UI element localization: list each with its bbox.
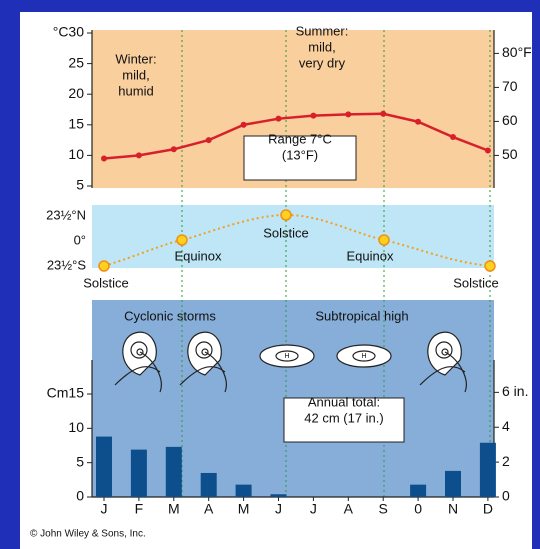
bar xyxy=(445,471,461,497)
temperature-point xyxy=(136,152,142,158)
y2-tick-label: 80°F xyxy=(502,44,532,60)
sun-label: Solstice xyxy=(83,275,129,290)
temperature-point xyxy=(276,116,282,122)
bar xyxy=(131,450,147,497)
chart: 23½°N 0° 23½°S Solstice Equinox Solstice… xyxy=(0,0,540,549)
x-tick-label: S xyxy=(379,501,388,517)
x-tick-label: M xyxy=(238,501,250,517)
temperature-point xyxy=(380,111,386,117)
page: {"chart_data": [ {"type": "line", "color… xyxy=(0,0,540,549)
bar xyxy=(96,437,112,497)
latitude-label: 23½°N xyxy=(46,207,86,222)
temperature-point xyxy=(101,155,107,161)
y2-tick-label: 2 xyxy=(502,453,510,469)
high-marker: H xyxy=(361,353,366,360)
zone-label: Cyclonic storms xyxy=(124,308,216,323)
y-tick-label: 20 xyxy=(68,85,84,101)
y-tick-label: 25 xyxy=(68,54,84,70)
high-marker: H xyxy=(284,353,289,360)
x-tick-label: J xyxy=(101,501,108,517)
bar xyxy=(236,485,252,497)
latitude-label: 0° xyxy=(74,232,86,247)
bar xyxy=(271,494,287,497)
temperature-point xyxy=(206,137,212,143)
y-tick-label: 15 xyxy=(68,116,84,132)
temperature-point xyxy=(485,148,491,154)
annotation: 42 cm (17 in.) xyxy=(304,410,383,425)
x-tick-label: M xyxy=(168,501,180,517)
y-tick-label: 10 xyxy=(68,419,84,435)
y-tick-label: 0 xyxy=(76,488,84,504)
x-tick-label: D xyxy=(483,501,493,517)
latitude-label: 23½°S xyxy=(47,257,87,272)
x-tick-label: J xyxy=(275,501,282,517)
bar xyxy=(410,485,426,497)
sun-label: Solstice xyxy=(453,275,499,290)
y2-tick-label: 50 xyxy=(502,146,518,162)
annotation: very dry xyxy=(299,55,346,70)
annotation: Summer: xyxy=(296,23,349,38)
y-tick-label: 5 xyxy=(76,177,84,193)
annotation: Winter: xyxy=(115,51,156,66)
annotation: Annual total: xyxy=(308,394,380,409)
zone-label: Subtropical high xyxy=(315,308,408,323)
temperature-point xyxy=(310,113,316,119)
x-tick-label: N xyxy=(448,501,458,517)
x-tick-label: A xyxy=(204,501,214,517)
annotation: mild, xyxy=(308,39,335,54)
annotation: Range 7°C xyxy=(268,131,332,146)
y2-tick-label: 4 xyxy=(502,418,510,434)
y-tick-label: Cm15 xyxy=(47,385,85,401)
y-tick-label: °C30 xyxy=(53,24,84,40)
y-tick-label: 5 xyxy=(76,453,84,469)
bar xyxy=(166,447,182,497)
annotation: (13°F) xyxy=(282,147,318,162)
x-tick-label: J xyxy=(310,501,317,517)
y2-tick-label: 0 xyxy=(502,488,510,504)
temperature-point xyxy=(450,134,456,140)
bar xyxy=(201,473,217,497)
y2-tick-label: 6 in. xyxy=(502,383,528,399)
annotation: humid xyxy=(118,83,153,98)
annotation: mild, xyxy=(122,67,149,82)
bar xyxy=(480,443,496,497)
temperature-point xyxy=(345,111,351,117)
x-tick-label: F xyxy=(135,501,144,517)
y-tick-label: 10 xyxy=(68,146,84,162)
sun-label: Equinox xyxy=(347,248,394,263)
x-tick-label: A xyxy=(344,501,354,517)
temperature-point xyxy=(241,122,247,128)
x-tick-label: 0 xyxy=(414,501,422,517)
sun-label: Solstice xyxy=(263,225,309,240)
y2-tick-label: 70 xyxy=(502,78,518,94)
y2-tick-label: 60 xyxy=(502,112,518,128)
sun-label: Equinox xyxy=(175,248,222,263)
temperature-point xyxy=(415,119,421,125)
temperature-point xyxy=(171,146,177,152)
credit: © John Wiley & Sons, Inc. xyxy=(30,529,146,540)
